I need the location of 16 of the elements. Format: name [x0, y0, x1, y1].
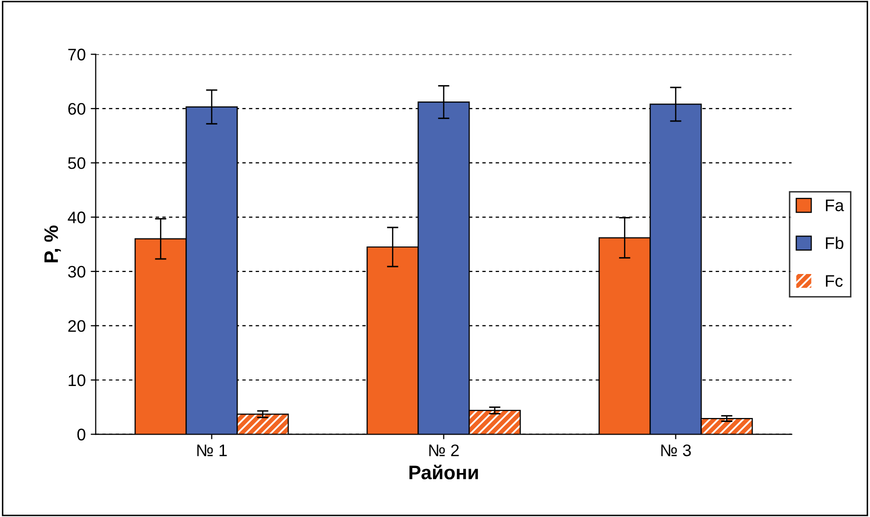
- legend-label: Fc: [826, 275, 843, 287]
- y-tick-label: 40: [68, 212, 86, 224]
- y-tick-label: 10: [68, 374, 86, 386]
- x-axis-title: Райони: [409, 464, 478, 480]
- x-tick-label: № 3: [661, 444, 691, 456]
- x-tick-label: № 1: [197, 444, 227, 456]
- legend-label: Fa: [826, 200, 844, 212]
- legend-label: Fb: [826, 236, 844, 250]
- y-tick-label: 50: [68, 157, 86, 170]
- y-tick-label: 70: [68, 48, 86, 60]
- y-tick-label: 0: [77, 428, 86, 440]
- x-tick-label: № 2: [429, 444, 459, 456]
- y-tick-label: 60: [68, 102, 86, 115]
- y-tick-label: 30: [68, 266, 86, 278]
- y-axis-title: P, %: [44, 226, 61, 262]
- y-tick-label: 20: [68, 320, 86, 332]
